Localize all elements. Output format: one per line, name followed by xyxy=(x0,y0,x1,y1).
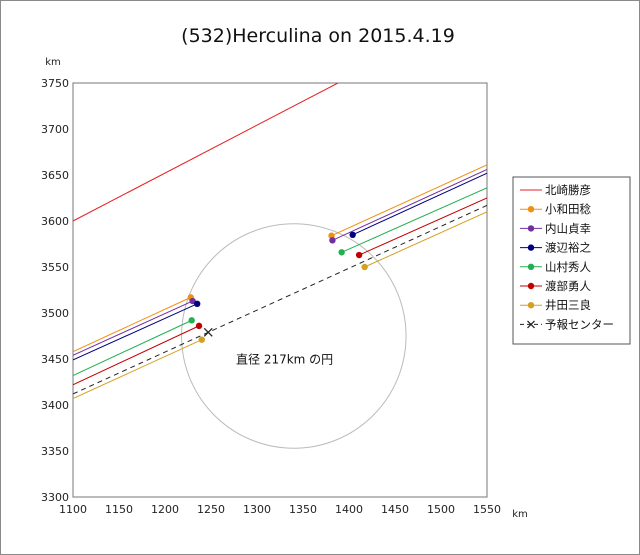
y-tick-label: 3750 xyxy=(41,77,69,90)
y-tick-label: 3600 xyxy=(41,215,69,228)
plot-area xyxy=(72,82,488,498)
y-tick-label: 3400 xyxy=(41,399,69,412)
series-line xyxy=(73,319,192,377)
series-point xyxy=(338,249,345,256)
x-tick-label: 1250 xyxy=(197,503,225,516)
series-line xyxy=(73,339,203,400)
series-point xyxy=(189,297,196,305)
series-line xyxy=(73,300,193,356)
series-line xyxy=(331,164,487,237)
y-tick-label: 3650 xyxy=(41,169,69,182)
series-line xyxy=(73,204,487,395)
legend-swatch-marker xyxy=(527,320,535,329)
legend-item: 井田三良 xyxy=(520,298,591,312)
series-line xyxy=(73,296,191,353)
series-point xyxy=(194,300,201,307)
x-tick-label: 1200 xyxy=(151,503,179,516)
series-point xyxy=(195,322,203,330)
legend-swatch-marker xyxy=(527,225,535,232)
legend-item: 山村秀人 xyxy=(520,260,591,274)
legend-label: 山村秀人 xyxy=(545,260,591,274)
series-line xyxy=(352,172,487,236)
legend-swatch-marker xyxy=(527,206,535,213)
x-axis-unit: km xyxy=(512,509,528,520)
series-point xyxy=(329,237,336,244)
chord-lines xyxy=(73,83,487,400)
legend-swatch-marker xyxy=(527,263,535,270)
series-line xyxy=(73,303,198,361)
legend-label: 小和田稔 xyxy=(545,202,591,216)
y-tick-label: 3350 xyxy=(41,445,69,458)
legend-label: 渡辺裕之 xyxy=(545,241,591,255)
x-tick-label: 1350 xyxy=(289,503,317,516)
annotation-label: 直径 217km の円 xyxy=(236,353,333,367)
diameter-circle xyxy=(181,223,407,449)
annotations: 直径 217km の円 xyxy=(236,353,333,367)
y-tick-label: 3300 xyxy=(41,491,69,504)
x-tick-label: 1400 xyxy=(335,503,363,516)
x-tick-label: 1300 xyxy=(243,503,271,516)
x-tick-label: 1550 xyxy=(473,503,501,516)
y-tick-label: 3450 xyxy=(41,353,69,366)
y-tick-label: 3700 xyxy=(41,123,69,136)
legend-item: 渡辺裕之 xyxy=(520,241,591,255)
series-line xyxy=(341,187,487,253)
tick-labels: 1100 1150 1200 1250 1300 1350 1400 1450 1500 1550… xyxy=(41,77,501,516)
chord-endpoints xyxy=(187,231,368,343)
series-point xyxy=(198,336,205,343)
series-line xyxy=(364,211,487,268)
series-line xyxy=(73,325,200,386)
prediction-center-marker xyxy=(203,327,213,337)
legend-label: 内山貞幸 xyxy=(545,221,591,235)
legend-label: 井田三良 xyxy=(545,298,591,312)
series-point xyxy=(355,251,363,259)
legend-item: 小和田稔 xyxy=(520,202,591,216)
series-line xyxy=(358,197,487,256)
series-point xyxy=(349,231,356,238)
y-tick-label: 3550 xyxy=(41,261,69,274)
series-point xyxy=(188,317,195,324)
diameter-circle-group xyxy=(181,223,407,449)
series-point xyxy=(361,263,368,271)
legend-item: 予報センター xyxy=(520,317,614,331)
legend-label: 渡部勇人 xyxy=(545,279,591,293)
legend-label: 北崎勝彦 xyxy=(545,183,591,197)
x-tick-label: 1450 xyxy=(381,503,409,516)
legend-swatch-marker xyxy=(527,302,535,309)
y-tick-label: 3500 xyxy=(41,307,69,320)
legend-item: 渡部勇人 xyxy=(520,279,591,293)
y-axis-unit: km xyxy=(45,57,61,68)
legend-swatch-marker xyxy=(527,244,535,251)
x-tick-label: 1150 xyxy=(105,503,133,516)
legend-label: 予報センター xyxy=(545,317,614,331)
legend-item: 内山貞幸 xyxy=(520,221,591,235)
chart-title: (532)Herculina on 2015.4.19 xyxy=(181,25,455,47)
series-line xyxy=(73,83,339,222)
legend-swatch-marker xyxy=(527,282,535,290)
legend-item: 北崎勝彦 xyxy=(520,183,591,197)
x-tick-label: 1500 xyxy=(427,503,455,516)
x-tick-label: 1100 xyxy=(59,503,87,516)
legend-box xyxy=(512,176,631,345)
series-line xyxy=(332,169,487,241)
